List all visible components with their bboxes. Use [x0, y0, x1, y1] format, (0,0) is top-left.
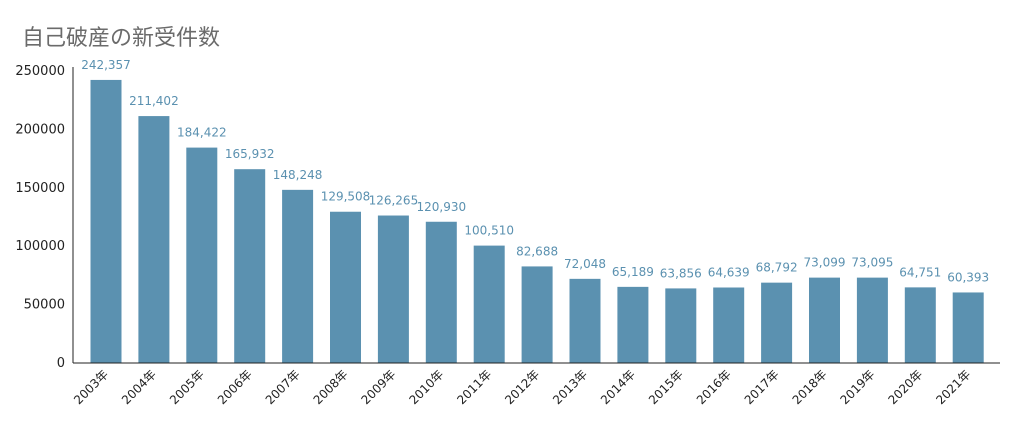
data-label: 211,402 [129, 94, 179, 108]
data-labels: 242,357 211,402 184,422 165,932 148,248 129,5… [81, 58, 989, 285]
x-axis: 2003年 2004年 2005年 2006年 2007年 2008年 2009年 2010年… [71, 362, 1000, 407]
x-tick-label: 2009年 [359, 367, 399, 407]
y-axis: 0 50000 100000 150000 200000 250000 [15, 64, 74, 371]
bar [713, 287, 745, 363]
bar [330, 211, 361, 363]
bar [665, 288, 697, 363]
bar [952, 292, 984, 363]
data-label: 63,856 [660, 266, 702, 280]
bar [856, 277, 888, 363]
bar [90, 79, 122, 363]
data-label: 165,932 [225, 147, 275, 161]
bar [569, 278, 601, 363]
bar [425, 221, 457, 363]
x-tick-label: 2013年 [550, 367, 590, 407]
data-label: 60,393 [947, 270, 989, 284]
x-tick-label: 2010年 [406, 367, 446, 407]
bar [234, 169, 266, 363]
y-tick-label: 200000 [15, 122, 65, 137]
x-tick-label: 2019年 [838, 367, 878, 407]
x-tick-label: 2005年 [167, 367, 207, 407]
x-tick-label: 2021年 [933, 367, 973, 407]
x-tick-label: 2014年 [598, 367, 638, 407]
data-label: 64,639 [708, 266, 750, 280]
bar [282, 189, 314, 363]
bar [138, 116, 170, 364]
data-label: 73,095 [851, 256, 893, 270]
x-tick-label: 2011年 [454, 367, 494, 407]
bar [377, 215, 409, 363]
x-tick-label: 2017年 [742, 367, 782, 407]
x-tick-label: 2015年 [646, 367, 686, 407]
bar [473, 245, 505, 363]
data-label: 65,189 [612, 265, 654, 279]
bar [617, 286, 649, 363]
x-tick-label: 2007年 [263, 367, 303, 407]
data-label: 148,248 [273, 168, 323, 182]
x-tick-label: 2004年 [119, 367, 159, 407]
x-tick-label: 2020年 [885, 367, 925, 407]
bar [904, 287, 936, 363]
bar [186, 147, 218, 363]
data-label: 100,510 [464, 224, 514, 238]
data-label: 126,265 [369, 194, 419, 208]
bars [90, 79, 984, 364]
y-tick-label: 50000 [24, 298, 65, 313]
x-tick-label: 2012年 [502, 367, 542, 407]
data-label: 68,792 [756, 261, 798, 275]
data-label: 64,751 [899, 265, 941, 279]
bar [521, 266, 553, 363]
data-label: 82,688 [516, 244, 558, 258]
y-tick-label: 150000 [15, 181, 65, 196]
y-tick-label: 100000 [15, 239, 65, 254]
y-tick-label: 0 [57, 356, 65, 371]
x-tick-label: 2016年 [694, 367, 734, 407]
x-tick-label: 2008年 [311, 367, 351, 407]
data-label: 73,099 [804, 256, 846, 270]
data-label: 242,357 [81, 58, 131, 72]
x-tick-label: 2006年 [215, 367, 255, 407]
data-label: 129,508 [321, 190, 371, 204]
data-label: 120,930 [416, 200, 466, 214]
y-tick-label: 250000 [15, 64, 65, 79]
data-label: 184,422 [177, 126, 227, 140]
data-label: 72,048 [564, 257, 606, 271]
bar [761, 282, 793, 363]
x-tick-label: 2018年 [790, 367, 830, 407]
bar [809, 277, 840, 363]
x-tick-label: 2003年 [71, 367, 111, 407]
chart-title: 自己破産の新受件数 [22, 26, 220, 51]
